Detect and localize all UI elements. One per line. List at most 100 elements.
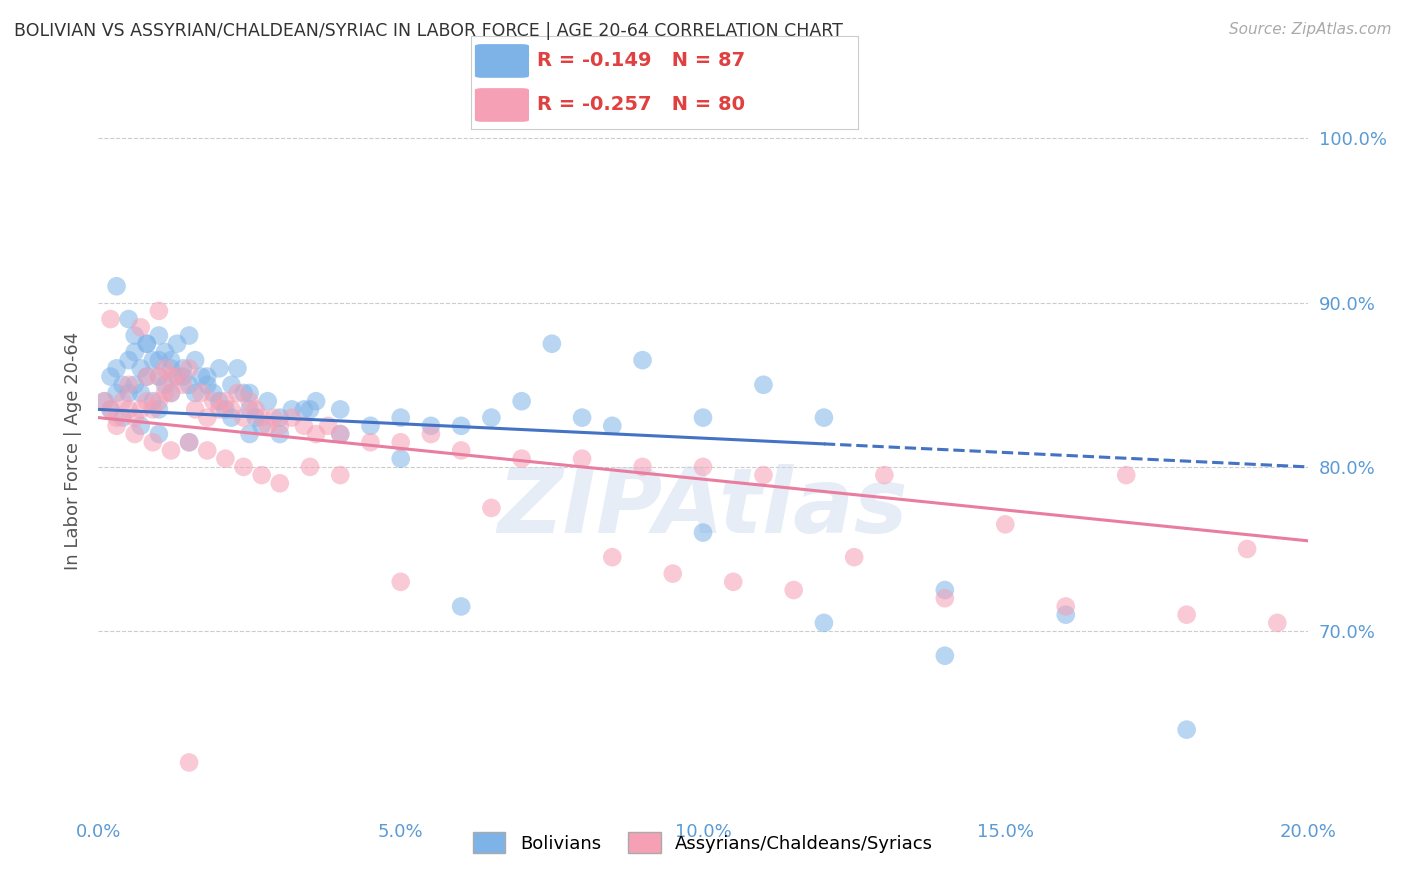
- Point: [166, 369, 188, 384]
- Point: [250, 468, 273, 483]
- Point: [118, 377, 141, 392]
- Point: [250, 418, 273, 433]
- Point: [172, 369, 194, 384]
- Point: [1175, 723, 1198, 737]
- Point: [202, 394, 225, 409]
- Point: [142, 394, 165, 409]
- Point: [118, 402, 141, 417]
- Legend: Bolivians, Assyrians/Chaldeans/Syriacs: Bolivians, Assyrians/Chaldeans/Syriacs: [465, 825, 941, 861]
- Point: [208, 394, 231, 409]
- Point: [100, 369, 122, 384]
- Point: [281, 402, 304, 417]
- Point: [148, 369, 170, 384]
- Point: [179, 435, 201, 450]
- Point: [148, 394, 170, 409]
- Point: [100, 402, 122, 417]
- Point: [214, 402, 236, 417]
- Point: [135, 369, 157, 384]
- Point: [281, 410, 304, 425]
- Point: [124, 410, 146, 425]
- Text: R = -0.257   N = 80: R = -0.257 N = 80: [537, 95, 745, 114]
- Point: [124, 328, 146, 343]
- Text: R = -0.149   N = 87: R = -0.149 N = 87: [537, 52, 745, 70]
- Point: [166, 369, 188, 384]
- Point: [661, 566, 683, 581]
- Point: [153, 361, 176, 376]
- FancyBboxPatch shape: [475, 44, 529, 78]
- Point: [752, 468, 775, 483]
- Point: [1175, 607, 1198, 622]
- Point: [631, 353, 654, 368]
- Point: [299, 402, 322, 417]
- Point: [160, 353, 183, 368]
- Point: [195, 369, 218, 384]
- Point: [602, 550, 624, 565]
- Point: [389, 410, 412, 425]
- Point: [111, 394, 134, 409]
- Point: [540, 336, 562, 351]
- Point: [184, 353, 207, 368]
- Point: [934, 591, 956, 606]
- Point: [1267, 615, 1289, 630]
- Point: [135, 336, 157, 351]
- Point: [208, 361, 231, 376]
- Point: [172, 361, 194, 376]
- Point: [179, 377, 201, 392]
- Point: [179, 435, 201, 450]
- Point: [129, 418, 152, 433]
- Point: [129, 386, 152, 401]
- Point: [239, 427, 262, 442]
- Point: [239, 394, 262, 409]
- Point: [245, 410, 267, 425]
- Point: [269, 476, 291, 491]
- Point: [239, 386, 262, 401]
- Y-axis label: In Labor Force | Age 20-64: In Labor Force | Age 20-64: [63, 331, 82, 570]
- Point: [269, 410, 291, 425]
- Point: [481, 410, 503, 425]
- Point: [256, 418, 278, 433]
- Point: [934, 648, 956, 663]
- FancyBboxPatch shape: [475, 88, 529, 122]
- Point: [329, 427, 352, 442]
- Text: ZIPAtlas: ZIPAtlas: [498, 464, 908, 552]
- Point: [111, 410, 134, 425]
- Point: [148, 304, 170, 318]
- Point: [221, 402, 243, 417]
- Point: [232, 410, 254, 425]
- Point: [214, 394, 236, 409]
- Point: [129, 361, 152, 376]
- Point: [232, 386, 254, 401]
- Point: [389, 435, 412, 450]
- Point: [510, 451, 533, 466]
- Point: [692, 410, 714, 425]
- Point: [202, 386, 225, 401]
- Point: [208, 402, 231, 417]
- Point: [124, 377, 146, 392]
- Point: [994, 517, 1017, 532]
- Point: [450, 599, 472, 614]
- Point: [226, 361, 249, 376]
- Point: [1115, 468, 1137, 483]
- Point: [148, 328, 170, 343]
- Point: [692, 525, 714, 540]
- Point: [172, 377, 194, 392]
- Point: [100, 312, 122, 326]
- Point: [481, 500, 503, 515]
- Point: [360, 435, 382, 450]
- Point: [420, 418, 443, 433]
- Point: [263, 410, 285, 425]
- Point: [195, 443, 218, 458]
- Point: [148, 427, 170, 442]
- Point: [190, 386, 212, 401]
- Point: [118, 312, 141, 326]
- Point: [873, 468, 896, 483]
- Point: [239, 402, 262, 417]
- Point: [100, 402, 122, 417]
- Point: [232, 459, 254, 474]
- Point: [1236, 541, 1258, 556]
- Point: [305, 427, 328, 442]
- Point: [190, 369, 212, 384]
- Point: [329, 402, 352, 417]
- Point: [292, 402, 315, 417]
- Point: [571, 451, 593, 466]
